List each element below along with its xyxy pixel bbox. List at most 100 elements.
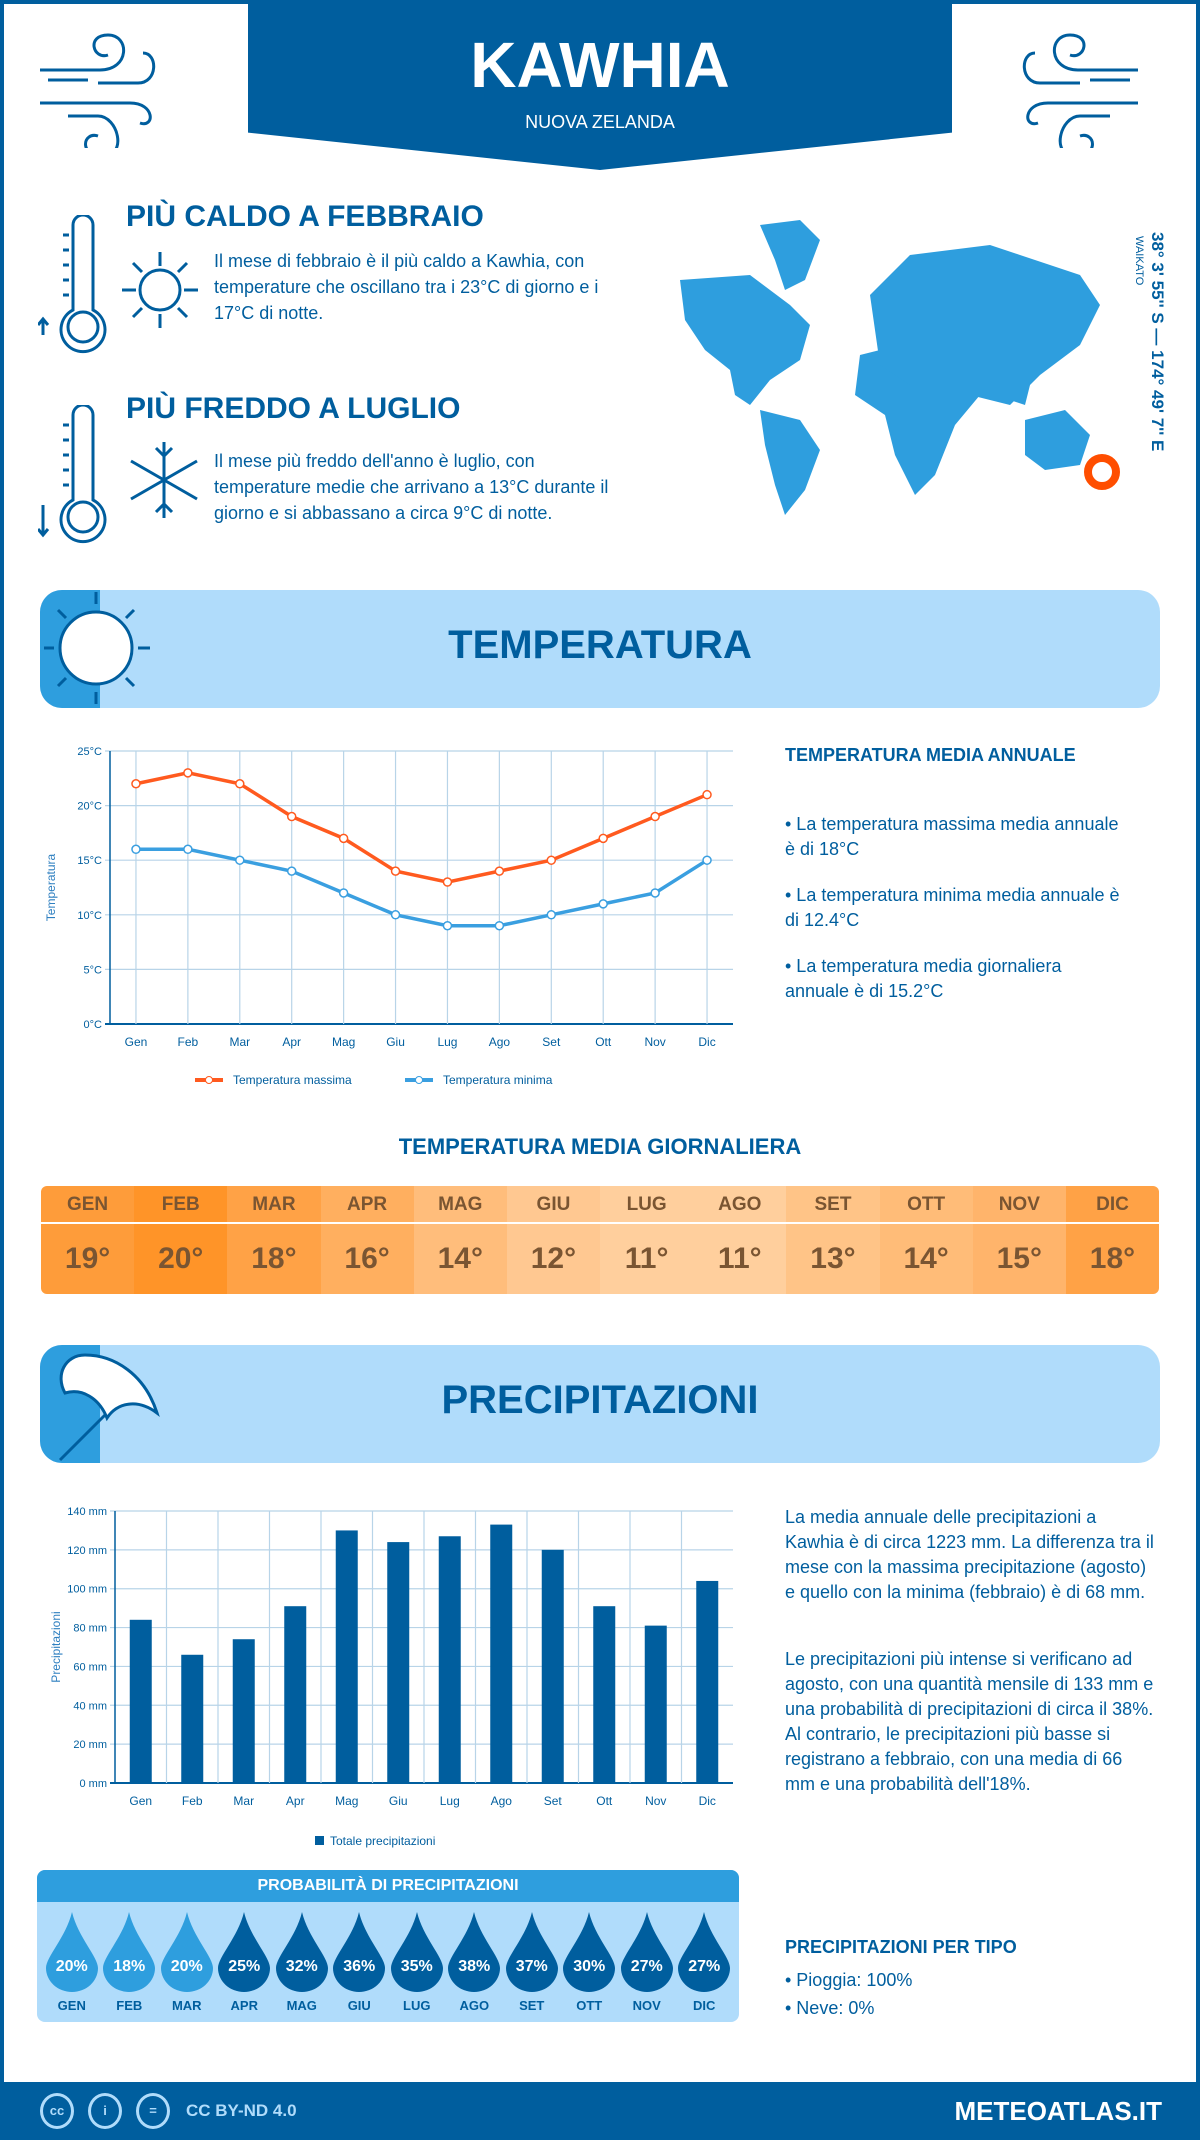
thermometer-up-icon: [38, 215, 107, 354]
brand-link[interactable]: METEOATLAS.IT: [954, 2096, 1162, 2126]
y-tick-label: 40 mm: [73, 1700, 107, 1712]
temperature-banner: TEMPERATURA: [40, 590, 1160, 708]
data-point: [131, 779, 141, 789]
data-point: [183, 768, 193, 778]
raindrop-icon: [103, 1912, 156, 1992]
x-tick-label: Ago: [489, 1035, 511, 1049]
wind-icon-left: [40, 33, 156, 148]
data-point: [546, 855, 557, 865]
temp-value: 14°: [437, 1242, 483, 1275]
data-point: [702, 789, 712, 800]
data-point: [650, 888, 660, 898]
y-tick-label: 10°C: [77, 910, 102, 922]
daily-temp-lug: LUG 11°: [600, 1186, 694, 1294]
legend-label: Temperatura massima: [233, 1073, 352, 1087]
daily-temp-dic: DIC 18°: [1065, 1186, 1159, 1294]
hot-title: PIÙ CALDO A FEBBRAIO: [126, 200, 484, 233]
x-tick-label: Lug: [437, 1035, 457, 1049]
month-label: AGO: [693, 1186, 787, 1224]
daily-temp-giu: GIU 12°: [506, 1186, 601, 1294]
header-banner: [248, 0, 952, 170]
data-point: [442, 920, 453, 931]
data-point: [338, 888, 349, 898]
daily-temp-set: SET 13°: [786, 1186, 880, 1294]
probability-lug: 35% LUG: [388, 1902, 446, 2022]
y-tick-label: 100 mm: [67, 1584, 107, 1596]
x-tick-label: Ott: [595, 1035, 612, 1049]
sun-icon: [122, 252, 198, 328]
x-tick-label: Apr: [286, 1794, 305, 1808]
precip-probability-panel: PROBABILITÀ DI PRECIPITAZIONI 20% GEN 18% F…: [37, 1870, 739, 2022]
raindrop-icon: [448, 1912, 501, 1992]
month-label: LUG: [600, 1186, 694, 1224]
probability-value: 32%: [285, 1958, 318, 1975]
month-label: DIC: [693, 1998, 716, 2013]
probability-gen: 20% GEN: [43, 1902, 101, 2022]
x-tick-label: Dic: [699, 1794, 716, 1808]
daily-temp-title: TEMPERATURA MEDIA GIORNALIERA: [398, 1134, 802, 1159]
x-tick-label: Mag: [335, 1794, 358, 1808]
x-tick-label: Nov: [645, 1794, 666, 1808]
bar-feb: [181, 1654, 204, 1783]
month-label: LUG: [403, 1998, 431, 2013]
license-link[interactable]: CC BY-ND 4.0: [186, 2101, 297, 2120]
probability-nov: 27% NOV: [618, 1902, 676, 2022]
bar-giu: [387, 1542, 410, 1783]
precipitation-title: PRECIPITAZIONI: [441, 1378, 759, 1422]
month-label: SET: [786, 1186, 880, 1224]
location-marker-icon: [1084, 454, 1120, 490]
probability-apr: 25% APR: [216, 1902, 274, 2022]
precip-detail: Le precipitazioni più intense si verific…: [785, 1649, 1154, 1794]
raindrop-icon: [218, 1912, 271, 1992]
raindrop-icon: [333, 1912, 386, 1992]
temp-value: 16°: [344, 1242, 390, 1275]
probability-mag: 32% MAG: [273, 1902, 331, 2022]
page-subtitle: NUOVA ZELANDA: [525, 112, 675, 132]
month-label: FEB: [116, 1998, 143, 2013]
y-tick-label: 0°C: [84, 1019, 103, 1031]
probability-value: 38%: [458, 1958, 491, 1975]
cold-text: Il mese più freddo dell'anno è luglio, c…: [214, 451, 609, 523]
cold-title: PIÙ FREDDO A LUGLIO: [126, 392, 461, 425]
probability-set: 37% SET: [503, 1902, 561, 2022]
probability-value: 37%: [515, 1958, 548, 1975]
temp-value: 13°: [810, 1242, 856, 1275]
x-tick-label: Ott: [596, 1794, 613, 1808]
month-label: GEN: [57, 1998, 86, 2013]
raindrop-icon: [563, 1912, 616, 1992]
month-label: DIC: [1065, 1186, 1159, 1224]
temp-value: 15°: [996, 1242, 1042, 1275]
data-point: [494, 920, 505, 931]
cc-icon: cc: [40, 2093, 74, 2129]
data-point: [442, 877, 453, 887]
annual-temp-item: • La temperatura minima media annuale è …: [785, 885, 1120, 930]
raindrop-icon: [678, 1912, 731, 1992]
precip-type-snow: • Neve: 0%: [785, 1998, 875, 2018]
daily-temp-gen: GEN 19°: [41, 1186, 135, 1294]
temp-value: 19°: [64, 1242, 111, 1275]
bar-ago: [490, 1524, 513, 1783]
x-tick-label: Lug: [440, 1794, 460, 1808]
y-axis-label: Precipitazioni: [49, 1611, 63, 1682]
month-label: NOV: [972, 1186, 1066, 1224]
x-tick-label: Set: [542, 1035, 561, 1049]
month-label: MAG: [413, 1186, 507, 1224]
probability-value: 35%: [400, 1958, 433, 1975]
attribution-icon: i: [88, 2093, 122, 2129]
probability-value: 30%: [573, 1958, 606, 1975]
wind-icon-right: [1022, 33, 1138, 148]
bar-ott: [593, 1606, 616, 1783]
coordinates: 38° 3' 55'' S — 174° 49' 7'' E: [1148, 232, 1167, 452]
data-point: [650, 811, 660, 822]
y-tick-label: 20 mm: [73, 1739, 107, 1751]
probability-title: PROBABILITÀ DI PRECIPITAZIONI: [37, 1870, 739, 1902]
y-tick-label: 60 mm: [73, 1661, 107, 1673]
x-tick-label: Mag: [332, 1035, 355, 1049]
temp-value: 18°: [1089, 1242, 1136, 1275]
bar-gen: [129, 1619, 152, 1783]
temp-value: 12°: [530, 1242, 577, 1275]
x-tick-label: Dic: [698, 1035, 715, 1049]
y-tick-label: 20°C: [77, 801, 102, 813]
raindrop-icon: [620, 1912, 673, 1992]
x-tick-label: Feb: [178, 1035, 199, 1049]
